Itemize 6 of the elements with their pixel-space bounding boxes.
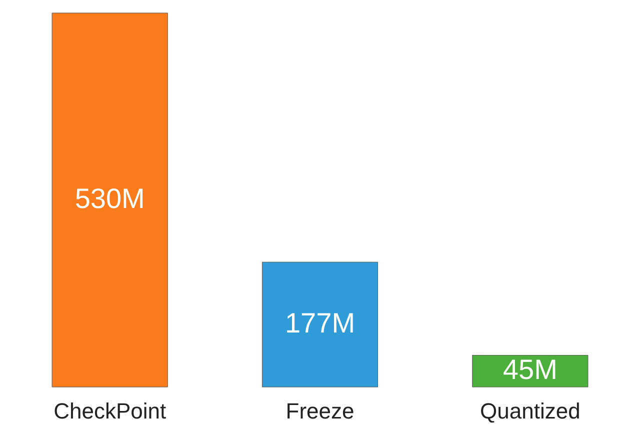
data-label: 177M: [284, 308, 356, 339]
x-tick-label: Quantized: [480, 398, 580, 424]
x-tick-label: Freeze: [286, 398, 354, 424]
data-label: 45M: [502, 354, 558, 386]
x-tick-label: CheckPoint: [54, 398, 166, 424]
data-label: 530M: [74, 183, 145, 214]
